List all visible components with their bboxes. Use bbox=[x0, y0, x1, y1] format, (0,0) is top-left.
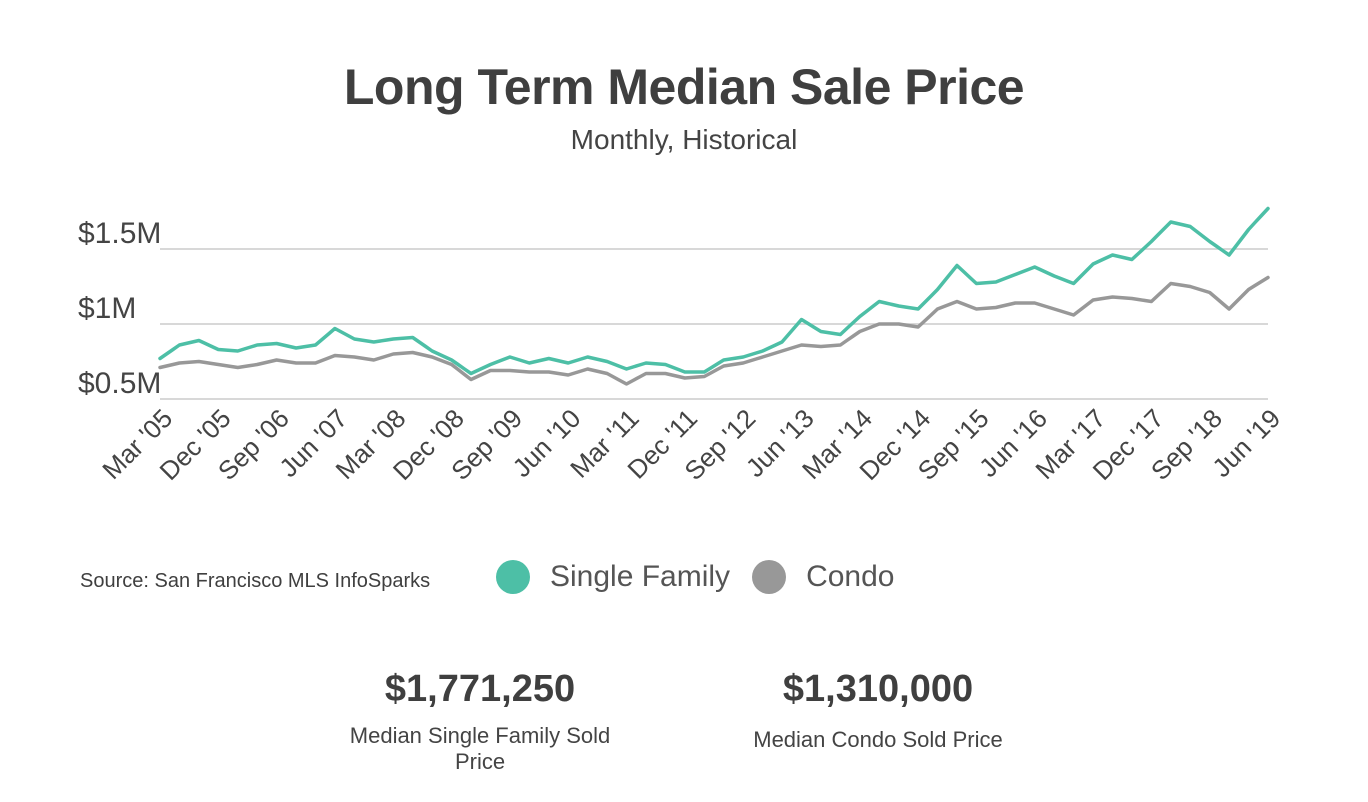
series-line-single-family bbox=[158, 206, 1270, 376]
legend-swatch-single-family bbox=[496, 560, 530, 594]
chart-title: Long Term Median Sale Price bbox=[343, 59, 1025, 115]
y-tick-label: $1.5M bbox=[78, 217, 161, 250]
stat-condo: $1,310,000 Median Condo Sold Price bbox=[728, 668, 1028, 753]
legend-label-condo: Condo bbox=[806, 560, 895, 593]
stat-single-family-label: Median Single Family Sold Price bbox=[349, 723, 611, 774]
chart-subtitle: Monthly, Historical bbox=[570, 124, 798, 155]
stat-condo-value: $1,310,000 bbox=[782, 668, 974, 710]
legend-item-condo: Condo bbox=[752, 560, 894, 594]
stat-single-family: $1,771,250 Median Single Family Sold Pri… bbox=[332, 668, 628, 775]
legend-swatch-condo bbox=[752, 560, 787, 594]
legend: Single Family Condo bbox=[496, 560, 916, 594]
legend-item-single-family: Single Family bbox=[496, 560, 730, 594]
series-line-condo bbox=[158, 275, 1270, 386]
stat-condo-label: Median Condo Sold Price bbox=[753, 727, 1003, 752]
y-tick-label: $1M bbox=[78, 292, 136, 325]
source-note: Source: San Francisco MLS InfoSparks bbox=[80, 570, 431, 592]
y-tick-label: $0.5M bbox=[78, 367, 161, 400]
stat-single-family-value: $1,771,250 bbox=[384, 668, 576, 710]
legend-label-single-family: Single Family bbox=[550, 560, 731, 593]
